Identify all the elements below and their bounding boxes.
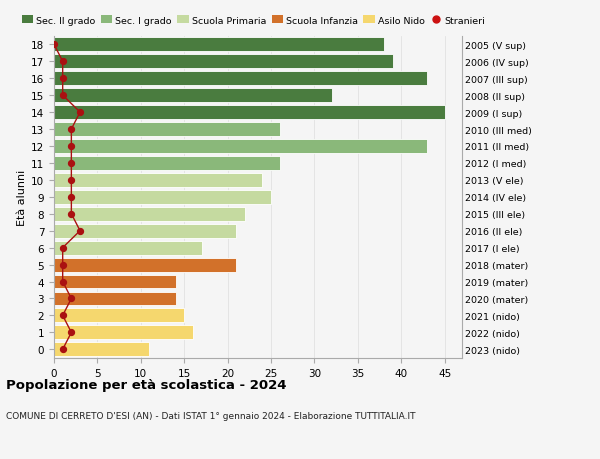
Bar: [54, 157, 280, 170]
Legend: Sec. II grado, Sec. I grado, Scuola Primaria, Scuola Infanzia, Asilo Nido, Stran: Sec. II grado, Sec. I grado, Scuola Prim…: [22, 17, 485, 26]
Bar: [54, 342, 149, 357]
Point: [58, 278, 67, 285]
Point: [49, 41, 59, 49]
Point: [67, 194, 76, 201]
Point: [75, 228, 85, 235]
Point: [67, 126, 76, 134]
Bar: [54, 275, 176, 289]
Y-axis label: Età alunni: Età alunni: [17, 169, 27, 225]
Bar: [54, 241, 202, 255]
Point: [67, 211, 76, 218]
Point: [67, 177, 76, 184]
Bar: [54, 38, 384, 52]
Bar: [54, 224, 236, 238]
Bar: [54, 292, 176, 306]
Point: [58, 92, 67, 100]
Bar: [54, 55, 392, 69]
Bar: [54, 326, 193, 340]
Text: Popolazione per età scolastica - 2024: Popolazione per età scolastica - 2024: [6, 379, 287, 392]
Bar: [54, 106, 445, 120]
Bar: [54, 89, 332, 103]
Point: [58, 58, 67, 66]
Text: COMUNE DI CERRETO D'ESI (AN) - Dati ISTAT 1° gennaio 2024 - Elaborazione TUTTITA: COMUNE DI CERRETO D'ESI (AN) - Dati ISTA…: [6, 411, 415, 420]
Bar: [54, 72, 427, 86]
Point: [58, 245, 67, 252]
Bar: [54, 140, 427, 154]
Point: [58, 346, 67, 353]
Bar: [54, 123, 280, 137]
Point: [75, 109, 85, 117]
Point: [67, 295, 76, 302]
Point: [67, 160, 76, 167]
Point: [67, 329, 76, 336]
Bar: [54, 207, 245, 221]
Bar: [54, 258, 236, 272]
Point: [67, 143, 76, 150]
Point: [58, 261, 67, 269]
Point: [58, 312, 67, 319]
Bar: [54, 174, 262, 187]
Bar: [54, 309, 184, 323]
Bar: [54, 190, 271, 204]
Point: [58, 75, 67, 83]
